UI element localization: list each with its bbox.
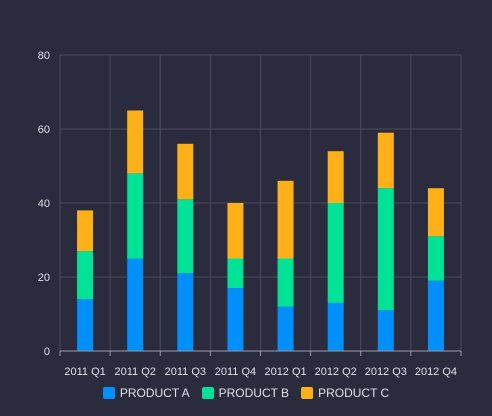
bar-product-a-2012-q1 <box>277 306 294 351</box>
y-tick-label: 60 <box>38 124 50 136</box>
bar-product-c-2011-q4 <box>227 203 244 259</box>
legend-swatch <box>301 387 314 399</box>
bar-product-c-2011-q3 <box>177 143 194 200</box>
bar-product-c-2011-q1 <box>77 210 94 252</box>
x-tick-label: 2011 Q4 <box>215 366 256 378</box>
y-tick-label: 80 <box>38 50 50 62</box>
bar-product-c-2012-q4 <box>427 188 444 237</box>
x-tick-label: 2011 Q1 <box>64 366 105 378</box>
bar-product-a-2011-q1 <box>77 299 94 351</box>
x-tick-label: 2012 Q4 <box>415 366 457 378</box>
bar-product-b-2011-q4 <box>227 258 244 289</box>
grid-layer <box>59 54 462 351</box>
y-tick-label: 40 <box>38 198 50 210</box>
bar-product-a-2012-q4 <box>427 280 444 351</box>
x-tick-label: 2011 Q2 <box>114 366 155 378</box>
legend-label: PRODUCT A <box>119 386 190 400</box>
bar-product-c-2012-q3 <box>377 132 394 189</box>
bar-product-b-2012-q4 <box>427 236 444 281</box>
legend-item-product-c[interactable]: PRODUCT C <box>301 386 389 400</box>
bar-product-c-2012-q2 <box>327 151 344 203</box>
x-tick-label: 2012 Q2 <box>315 366 357 378</box>
legend-swatch <box>102 387 115 399</box>
bar-product-b-2012-q2 <box>327 203 344 303</box>
bar-product-b-2011-q2 <box>127 173 144 259</box>
bar-product-b-2011-q1 <box>77 251 94 300</box>
legend-swatch <box>201 387 214 399</box>
axis-layer: 0 20 40 60 80 2011 Q1 2011 Q2 2011 Q3 2011 Q4 201… <box>38 50 462 378</box>
x-tick-label: 2011 Q3 <box>165 366 206 378</box>
bar-product-b-2012-q1 <box>277 258 294 307</box>
legend-item-product-a[interactable]: PRODUCT A <box>102 386 190 400</box>
bar-product-c-2012-q1 <box>277 180 294 259</box>
legend-label: PRODUCT B <box>218 386 290 400</box>
legend: PRODUCT A PRODUCT B PRODUCT C <box>0 386 492 400</box>
y-tick-label: 0 <box>44 346 50 358</box>
y-tick-label: 20 <box>38 272 50 284</box>
bar-product-a-2011-q3 <box>177 273 194 351</box>
bar-product-a-2012-q2 <box>327 302 344 351</box>
bars-layer <box>77 110 444 351</box>
x-tick-label: 2012 Q1 <box>264 366 306 378</box>
bar-product-a-2012-q3 <box>377 310 394 351</box>
bar-product-a-2011-q2 <box>127 258 144 351</box>
legend-item-product-b[interactable]: PRODUCT B <box>201 386 290 400</box>
x-tick-label: 2012 Q3 <box>365 366 407 378</box>
bar-product-c-2011-q2 <box>127 110 144 174</box>
bar-product-a-2011-q4 <box>227 288 244 351</box>
bar-product-b-2012-q3 <box>377 188 394 311</box>
bar-product-b-2011-q3 <box>177 199 194 274</box>
legend-label: PRODUCT C <box>318 386 390 400</box>
